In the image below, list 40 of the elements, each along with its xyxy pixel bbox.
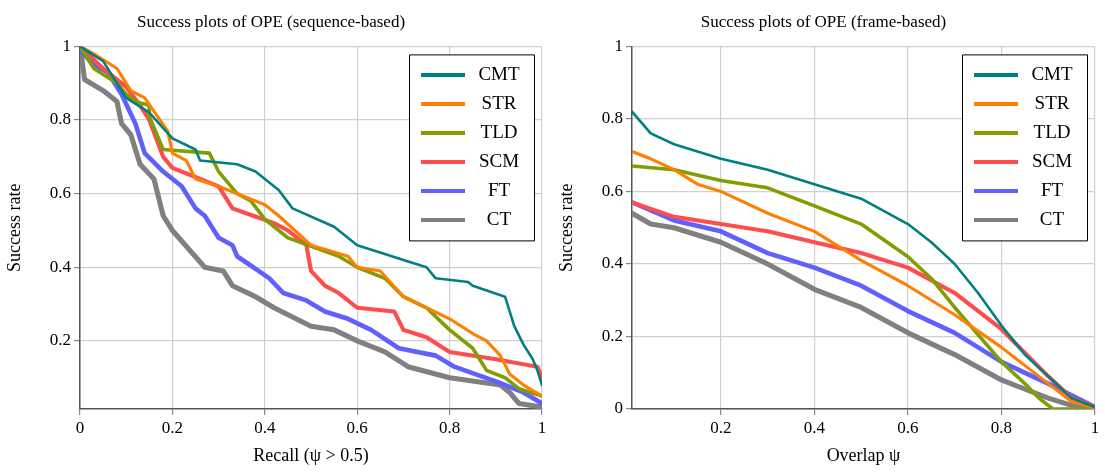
legend-label: FT xyxy=(487,178,511,200)
y-tick-label: 0.4 xyxy=(49,256,72,276)
legend-label: STR xyxy=(481,91,517,113)
y-tick-label: 0.8 xyxy=(49,109,71,129)
x-tick-label: 0.8 xyxy=(438,417,461,437)
y-tick-label: 0.4 xyxy=(601,253,624,273)
chart-title: Success plots of OPE (frame-based) xyxy=(700,11,947,31)
y-axis-title: Success rate xyxy=(3,183,24,272)
x-tick-label: 0.2 xyxy=(710,417,732,437)
y-tick-label: 0.6 xyxy=(49,183,71,203)
x-axis-title: Overlap ψ xyxy=(826,444,902,465)
y-tick-label: 0.2 xyxy=(601,325,623,345)
x-tick-label: 1 xyxy=(1090,417,1100,437)
legend-label: CMT xyxy=(1031,62,1073,84)
legend-label: CT xyxy=(1039,207,1065,229)
legend-label: TLD xyxy=(480,120,518,142)
x-tick-label: 1 xyxy=(537,417,547,437)
y-tick-label: 1 xyxy=(614,35,623,55)
y-tick-label: 0 xyxy=(614,398,623,418)
x-tick-label: 0.6 xyxy=(346,417,368,437)
legend-label: CT xyxy=(486,207,512,229)
legend-label: CMT xyxy=(478,62,520,84)
chart-title: Success plots of OPE (sequence-based) xyxy=(136,11,406,31)
x-axis-title: Recall (ψ > 0.5) xyxy=(253,444,369,466)
y-axis-title: Success rate xyxy=(555,183,576,272)
x-tick-label: 0 xyxy=(75,417,85,437)
y-tick-label: 0.2 xyxy=(49,330,71,350)
legend-label: SCM xyxy=(1031,149,1073,171)
x-tick-label: 0.6 xyxy=(897,417,919,437)
legend-label: STR xyxy=(1034,91,1070,113)
legend-label: TLD xyxy=(1033,120,1071,142)
x-tick-label: 0.2 xyxy=(161,417,184,437)
y-tick-label: 0.8 xyxy=(601,108,623,128)
x-tick-label: 0.8 xyxy=(990,417,1013,437)
legend-label: SCM xyxy=(478,149,520,171)
x-tick-label: 0.4 xyxy=(803,417,826,437)
y-tick-label: 0.6 xyxy=(601,180,623,200)
y-tick-label: 1 xyxy=(62,35,71,55)
x-tick-label: 0.4 xyxy=(254,417,276,437)
legend-label: FT xyxy=(1040,178,1064,200)
